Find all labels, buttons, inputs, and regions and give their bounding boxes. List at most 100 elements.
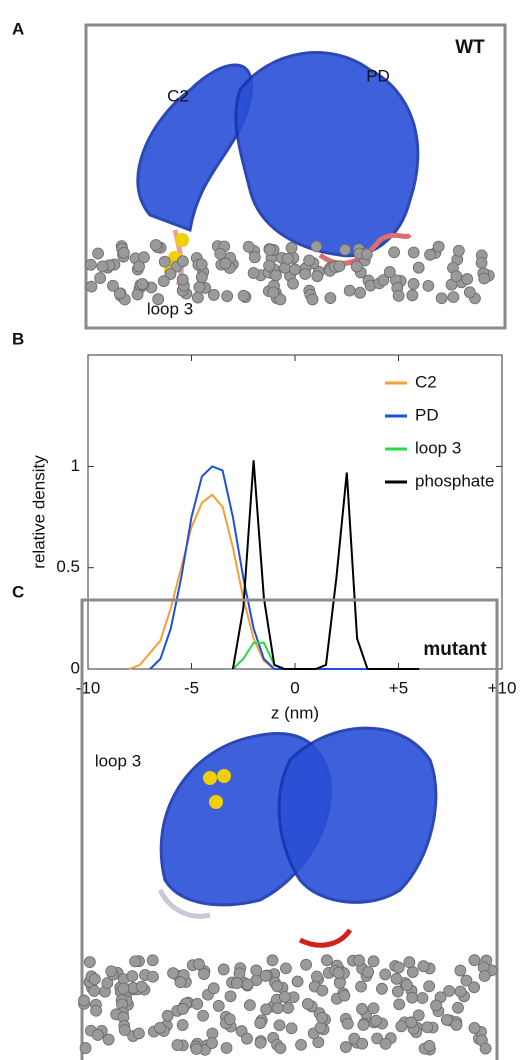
x-tick-label: -10	[76, 678, 101, 697]
sphere	[316, 1011, 328, 1024]
sphere	[219, 257, 232, 270]
sphere	[281, 252, 294, 265]
sphere	[136, 278, 149, 290]
sphere	[157, 275, 170, 288]
sphere	[174, 976, 187, 989]
sphere	[430, 999, 442, 1012]
sphere	[355, 980, 367, 993]
sphere	[435, 292, 448, 305]
sphere	[78, 994, 90, 1007]
sphere	[118, 1024, 131, 1037]
x-tick-label: 0	[290, 678, 299, 697]
sphere	[468, 954, 481, 967]
sphere	[299, 268, 312, 280]
sphere	[135, 980, 148, 993]
sphere	[274, 1042, 287, 1055]
sphere	[91, 1029, 104, 1041]
legend-label: phosphate	[415, 471, 494, 490]
sphere	[191, 998, 204, 1010]
legend-label: loop 3	[415, 438, 461, 457]
sphere	[392, 289, 405, 302]
sphere	[412, 261, 425, 274]
sphere	[176, 1019, 189, 1031]
sphere	[391, 985, 404, 998]
sphere	[152, 293, 165, 306]
sphere	[332, 966, 345, 979]
sphere	[370, 1014, 382, 1027]
sphere	[237, 289, 250, 302]
sphere	[289, 263, 301, 276]
sphere	[190, 1043, 203, 1055]
sphere	[468, 1022, 481, 1034]
series-line	[129, 493, 275, 670]
y-axis-title: relative density	[29, 455, 48, 569]
plot-frame	[87, 354, 503, 670]
sphere	[260, 1003, 273, 1016]
sphere	[287, 277, 299, 290]
sphere	[376, 982, 388, 995]
sphere	[320, 954, 333, 967]
sphere	[454, 964, 467, 977]
panel-letter: A	[12, 19, 24, 38]
sphere	[207, 982, 220, 995]
sphere	[177, 1003, 189, 1015]
sphere	[101, 977, 114, 990]
sphere	[191, 291, 204, 304]
sphere	[310, 970, 323, 983]
sphere	[310, 240, 323, 253]
condition-label: mutant	[423, 639, 487, 660]
sphere	[102, 1033, 115, 1046]
sphere	[146, 954, 159, 967]
sphere	[92, 247, 104, 260]
sphere	[242, 240, 255, 253]
sphere	[133, 1027, 145, 1040]
sphere	[468, 981, 481, 994]
panel-frame	[80, 598, 499, 1060]
sphere	[176, 255, 189, 268]
sphere	[333, 977, 346, 989]
sphere	[273, 1019, 286, 1032]
sphere	[475, 256, 488, 269]
sphere	[353, 954, 365, 967]
sphere	[407, 278, 420, 290]
x-axis-title: z (nm)	[271, 703, 319, 722]
sphere	[147, 970, 159, 983]
sphere	[212, 1000, 225, 1012]
sphere	[314, 1021, 327, 1034]
sphere	[85, 280, 98, 293]
sphere	[367, 955, 380, 968]
sphere	[79, 1042, 92, 1054]
sphere	[84, 258, 97, 271]
sphere	[454, 985, 467, 998]
sphere	[167, 967, 179, 980]
sphere	[324, 292, 337, 304]
sphere	[271, 1002, 284, 1015]
sphere	[406, 991, 419, 1004]
y-tick-label: 0.5	[56, 557, 80, 576]
sphere	[263, 243, 276, 256]
sphere	[388, 246, 401, 259]
sphere	[300, 958, 312, 971]
x-tick-label: +5	[389, 678, 408, 697]
sphere	[266, 954, 279, 967]
sphere	[133, 260, 145, 273]
sphere	[356, 1003, 368, 1015]
sphere	[220, 1042, 233, 1054]
sphere	[271, 980, 284, 993]
sphere	[291, 975, 304, 988]
sphere	[217, 963, 230, 976]
sphere	[371, 1032, 384, 1045]
sphere	[83, 956, 96, 968]
sphere	[401, 979, 413, 992]
sphere	[285, 241, 298, 254]
sphere	[96, 260, 109, 273]
sphere	[460, 974, 473, 987]
sphere	[447, 291, 460, 304]
sphere	[230, 977, 243, 990]
sphere	[263, 259, 275, 272]
legend-label: C2	[415, 372, 437, 391]
membrane-spheres	[84, 239, 495, 306]
condition-label: WT	[455, 37, 485, 58]
sphere	[259, 970, 272, 982]
